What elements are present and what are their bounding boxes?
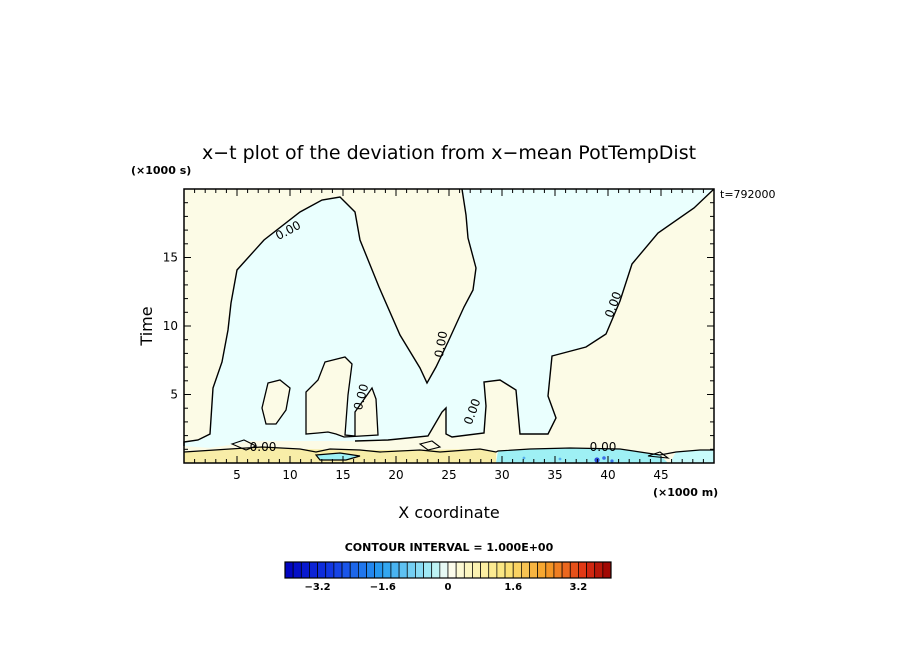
colorbar-cell xyxy=(602,561,612,579)
y-tick-label: 10 xyxy=(163,319,178,333)
contour-label: 0.00 xyxy=(250,440,277,454)
positive-island xyxy=(305,356,379,438)
colorbar-cell xyxy=(480,561,490,579)
colorbar-cell xyxy=(520,561,530,579)
y-tick-label: 5 xyxy=(170,388,178,402)
zero-contour-line xyxy=(314,452,361,461)
colorbar-cell xyxy=(325,561,335,579)
contour-interval-text: CONTOUR INTERVAL = 1.000E+00 xyxy=(345,541,554,554)
x-tick-label: 30 xyxy=(494,468,509,482)
colorbar-tick-label: −3.2 xyxy=(305,582,331,593)
colorbar-cell xyxy=(341,561,351,579)
axis-ticks: 5 10 15 20 25 30 35 40 45 5 10 15 xyxy=(163,189,714,482)
y-tick-label: 15 xyxy=(163,251,178,265)
zero-contour-line xyxy=(354,188,715,442)
negative-speckle xyxy=(602,456,606,460)
colorbar-tick-label: 0 xyxy=(445,582,452,593)
colorbar-cell xyxy=(317,561,327,579)
x-tick-label: 25 xyxy=(441,468,456,482)
colorbar-cell xyxy=(406,561,416,579)
x-tick-label: 45 xyxy=(653,468,668,482)
zero-contour-line xyxy=(183,188,477,446)
colorbar-cell xyxy=(431,561,441,579)
time-stamp: t=792000 xyxy=(720,188,776,201)
plot-area: 0.000.000.00 0.000.000.00 0.00 5 10 15 20 25 30… xyxy=(163,188,715,482)
colorbar-tick-label: −1.6 xyxy=(370,582,396,593)
colorbar-cell xyxy=(455,561,465,579)
colorbar-cell xyxy=(496,561,506,579)
x-tick-label: 20 xyxy=(388,468,403,482)
x-tick-label: 40 xyxy=(600,468,615,482)
colorbar-cell xyxy=(463,561,473,579)
colorbar-cell xyxy=(529,561,538,579)
chart-title: x−t plot of the deviation from x−mean Po… xyxy=(202,142,696,164)
colorbar-cell xyxy=(578,561,587,579)
colorbar-cell xyxy=(292,561,302,579)
colorbar-cell xyxy=(439,561,449,579)
colorbar-cell xyxy=(333,561,343,579)
colorbar-frame xyxy=(284,561,612,579)
colorbar-cell xyxy=(382,561,392,579)
positive-island xyxy=(261,379,291,425)
contour-label: 0.00 xyxy=(432,330,450,359)
negative-speckle xyxy=(558,457,562,461)
colorbar-tick-label: 1.6 xyxy=(504,582,522,593)
colorbar-cell xyxy=(374,561,384,579)
x-tick-label: 10 xyxy=(282,468,297,482)
y-unit-label: (×1000 s) xyxy=(131,164,191,177)
colorbar-cell xyxy=(545,561,555,579)
colorbar-cell xyxy=(504,561,514,579)
colorbar-cell xyxy=(569,561,579,579)
colorbar-ticks: −3.2 −1.6 0 1.6 3.2 xyxy=(305,582,588,593)
contour-label: 0.00 xyxy=(351,382,371,411)
zero-contour-line xyxy=(230,439,670,459)
colorbar-cell xyxy=(488,561,498,579)
colorbar-cell xyxy=(284,561,294,579)
y-axis-label: Time xyxy=(137,306,156,346)
x-axis-label: X coordinate xyxy=(398,503,499,522)
colorbar-cell xyxy=(300,561,310,579)
x-unit-label: (×1000 m) xyxy=(653,486,718,499)
colorbar-cell xyxy=(512,561,522,579)
colorbar-cell xyxy=(594,561,604,579)
colorbar-cell xyxy=(309,561,318,579)
colorbar-cell xyxy=(553,561,563,579)
colorbar-cell xyxy=(423,561,433,579)
colorbar-cell xyxy=(586,561,596,579)
negative-speckle xyxy=(522,456,526,460)
colorbar-cell xyxy=(366,561,375,579)
colorbar-cell xyxy=(561,561,571,579)
colorbar-cell xyxy=(415,561,424,579)
x-tick-label: 5 xyxy=(233,468,241,482)
colorbar-cell xyxy=(537,561,547,579)
colorbar-cell xyxy=(447,561,457,579)
colorbar-cell xyxy=(390,561,400,579)
colorbar-cell xyxy=(358,561,367,579)
x-tick-label: 35 xyxy=(547,468,562,482)
colorbar-cell xyxy=(349,561,359,579)
colorbar xyxy=(284,561,612,579)
contour-label: 0.00 xyxy=(590,440,617,454)
cold-anomaly-strip xyxy=(496,448,668,463)
negative-speckle xyxy=(610,459,614,463)
colorbar-cell xyxy=(472,561,481,579)
colorbar-tick-label: 3.2 xyxy=(570,582,588,593)
x-tick-label: 15 xyxy=(335,468,350,482)
colorbar-cell xyxy=(398,561,408,579)
